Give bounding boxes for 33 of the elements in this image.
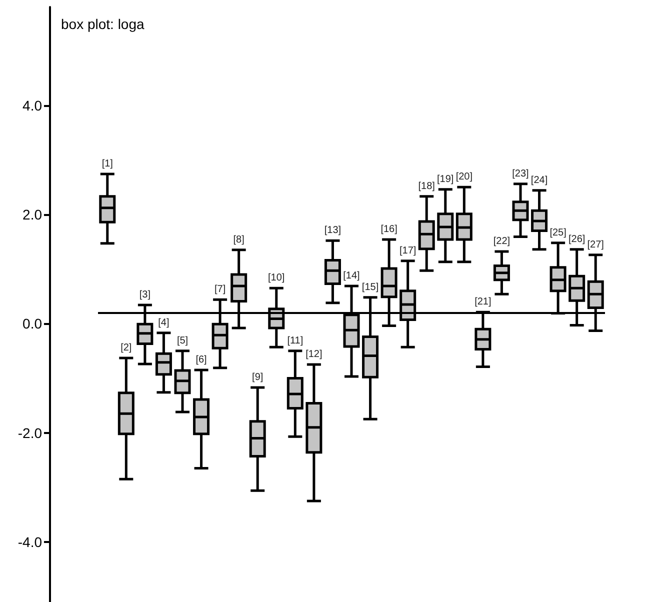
x-tick-label: [21] bbox=[474, 296, 492, 308]
x-tick-label: [17] bbox=[399, 245, 416, 256]
x-tick-label: [9] bbox=[252, 372, 264, 383]
y-tick-label: 4.0 bbox=[22, 97, 42, 114]
x-tick-label: [8] bbox=[233, 234, 245, 246]
x-tick-label: [22] bbox=[493, 236, 510, 248]
x-tick-label: [7] bbox=[214, 284, 226, 296]
x-tick-label: [20] bbox=[456, 172, 473, 183]
y-tick-label: 2.0 bbox=[22, 206, 42, 222]
x-tick-label: [14] bbox=[343, 270, 360, 282]
x-tick-label: [16] bbox=[380, 224, 398, 236]
x-tick-label: [13] bbox=[324, 225, 342, 236]
x-tick-label: [1] bbox=[102, 158, 114, 170]
x-tick-label: [10] bbox=[268, 272, 285, 284]
x-tick-label: [6] bbox=[196, 354, 208, 366]
y-tick-label: -4.0 bbox=[18, 534, 42, 550]
x-tick-label: [23] bbox=[512, 168, 530, 180]
x-tick-label: [5] bbox=[176, 335, 188, 346]
x-tick-label: [12] bbox=[306, 349, 322, 360]
y-tick-label: -2.0 bbox=[18, 424, 42, 441]
x-tick-label: [19] bbox=[437, 174, 454, 185]
x-tick-label: [3] bbox=[139, 290, 151, 301]
x-tick-label: [4] bbox=[158, 317, 170, 328]
x-tick-label: [25] bbox=[550, 227, 567, 238]
x-tick-label: [26] bbox=[568, 234, 586, 245]
x-tick-label: [15] bbox=[362, 282, 379, 293]
x-tick-label: [27] bbox=[587, 239, 604, 250]
y-tick-label: 0.0 bbox=[22, 316, 42, 332]
x-tick-label: [2] bbox=[120, 342, 132, 354]
x-tick-label: [24] bbox=[530, 174, 548, 186]
text: box plot: loga bbox=[61, 16, 144, 32]
x-tick-label: [11] bbox=[287, 335, 304, 346]
x-tick-label: [18] bbox=[418, 180, 436, 192]
